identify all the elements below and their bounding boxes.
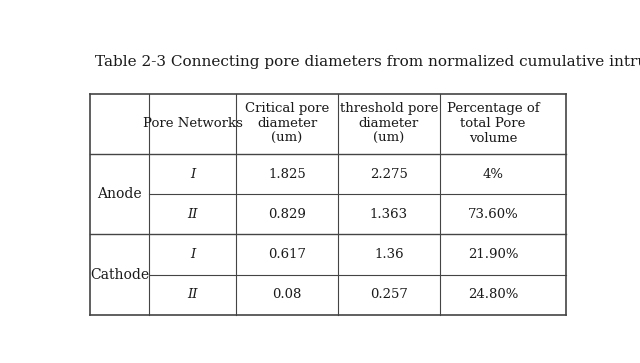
Text: 73.60%: 73.60% bbox=[468, 208, 518, 221]
Text: 0.617: 0.617 bbox=[268, 248, 306, 261]
Text: 0.257: 0.257 bbox=[370, 288, 408, 301]
Text: 0.08: 0.08 bbox=[273, 288, 302, 301]
Text: II: II bbox=[188, 208, 198, 221]
Text: Percentage of
total Pore
volume: Percentage of total Pore volume bbox=[447, 102, 540, 146]
Text: 24.80%: 24.80% bbox=[468, 288, 518, 301]
Text: Table 2-3 Connecting pore diameters from normalized cumulative intrusion curves.: Table 2-3 Connecting pore diameters from… bbox=[95, 55, 640, 69]
Text: 21.90%: 21.90% bbox=[468, 248, 518, 261]
Text: 1.825: 1.825 bbox=[268, 168, 306, 180]
Text: 1.36: 1.36 bbox=[374, 248, 404, 261]
Text: threshold pore
diameter
(um): threshold pore diameter (um) bbox=[340, 102, 438, 146]
Text: I: I bbox=[190, 248, 195, 261]
Text: I: I bbox=[190, 168, 195, 180]
Text: 1.363: 1.363 bbox=[370, 208, 408, 221]
Text: Critical pore
diameter
(um): Critical pore diameter (um) bbox=[245, 102, 329, 146]
Text: 2.275: 2.275 bbox=[370, 168, 408, 180]
Text: 4%: 4% bbox=[483, 168, 504, 180]
Text: Pore Networks: Pore Networks bbox=[143, 117, 243, 130]
Text: Cathode: Cathode bbox=[90, 268, 149, 281]
Text: II: II bbox=[188, 288, 198, 301]
Text: Anode: Anode bbox=[97, 187, 142, 201]
Text: 0.829: 0.829 bbox=[268, 208, 306, 221]
